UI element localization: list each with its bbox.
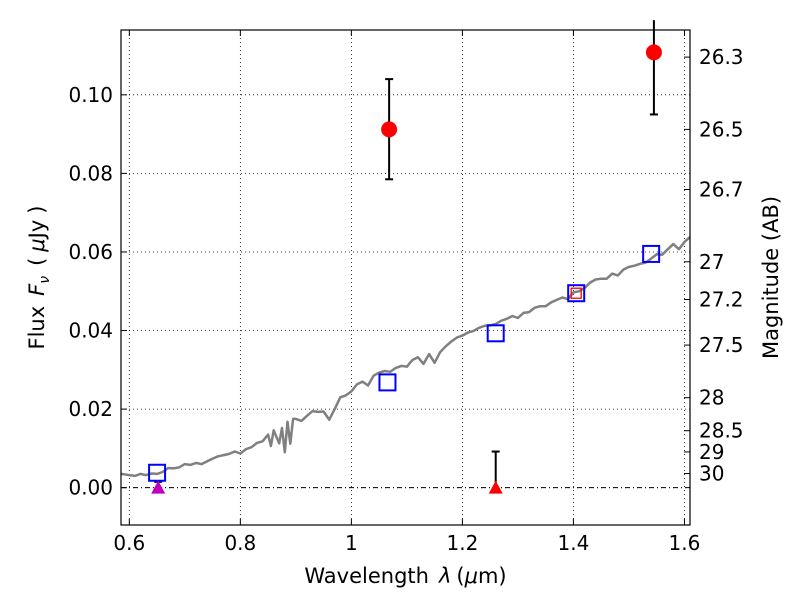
model-photometry-square: [567, 284, 586, 303]
y2-tick-label: 27.2: [699, 288, 744, 312]
x-axis-ticks: 0.6 0.8 1 1.2 1.4 1.6: [113, 30, 700, 555]
x-tick-label: 0.8: [224, 531, 256, 555]
x-tick-label: 1: [345, 531, 358, 555]
y-axis-label: FluxFν(μJy): [25, 206, 53, 350]
y-tick-label: 0.06: [68, 240, 113, 264]
upper-limit-triangle: [151, 480, 166, 494]
detection-point: [645, 44, 662, 61]
x-axis-label: Wavelength λ (μm): [304, 564, 506, 588]
plot-frame: [120, 29, 691, 526]
model-photometry-square: [378, 373, 397, 392]
y2-tick-label: 27: [699, 250, 724, 274]
x-tick-label: 1.4: [558, 531, 590, 555]
model-sed-line: [120, 236, 691, 478]
model-photometry-square: [642, 244, 661, 263]
y2-tick-label: 28.5: [699, 419, 744, 443]
y-tick-label: 0.04: [68, 319, 113, 343]
y-tick-label: 0.02: [68, 397, 113, 421]
y2-tick-label: 29: [699, 440, 724, 464]
y2-tick-label: 26.5: [699, 117, 744, 141]
y2-tick-label: 28: [699, 386, 724, 410]
detection-point: [381, 121, 398, 138]
y-axis-ticks: 0.00 0.02 0.04 0.06 0.08 0.10: [68, 83, 127, 500]
data-markers: [148, 20, 662, 494]
upper-limit-triangle: [488, 480, 503, 494]
y-tick-label: 0.08: [68, 161, 113, 185]
y-tick-label: 0.00: [68, 476, 113, 500]
y2-tick-label: 26.7: [699, 178, 744, 202]
y2-tick-label: 30: [699, 462, 724, 486]
model-photometry-square: [486, 324, 505, 343]
y-tick-label: 0.10: [68, 83, 113, 107]
x-tick-label: 1.6: [669, 531, 701, 555]
extra-red-square: [570, 287, 582, 299]
y2-axis-label: Magnitude (AB): [759, 196, 783, 359]
model-photometry-square: [148, 463, 167, 482]
y2-tick-label: 27.5: [699, 333, 744, 357]
x-tick-label: 0.6: [113, 531, 145, 555]
plot-background: [121, 30, 690, 525]
x-tick-label: 1.2: [446, 531, 478, 555]
y2-tick-label: 26.3: [699, 45, 744, 69]
